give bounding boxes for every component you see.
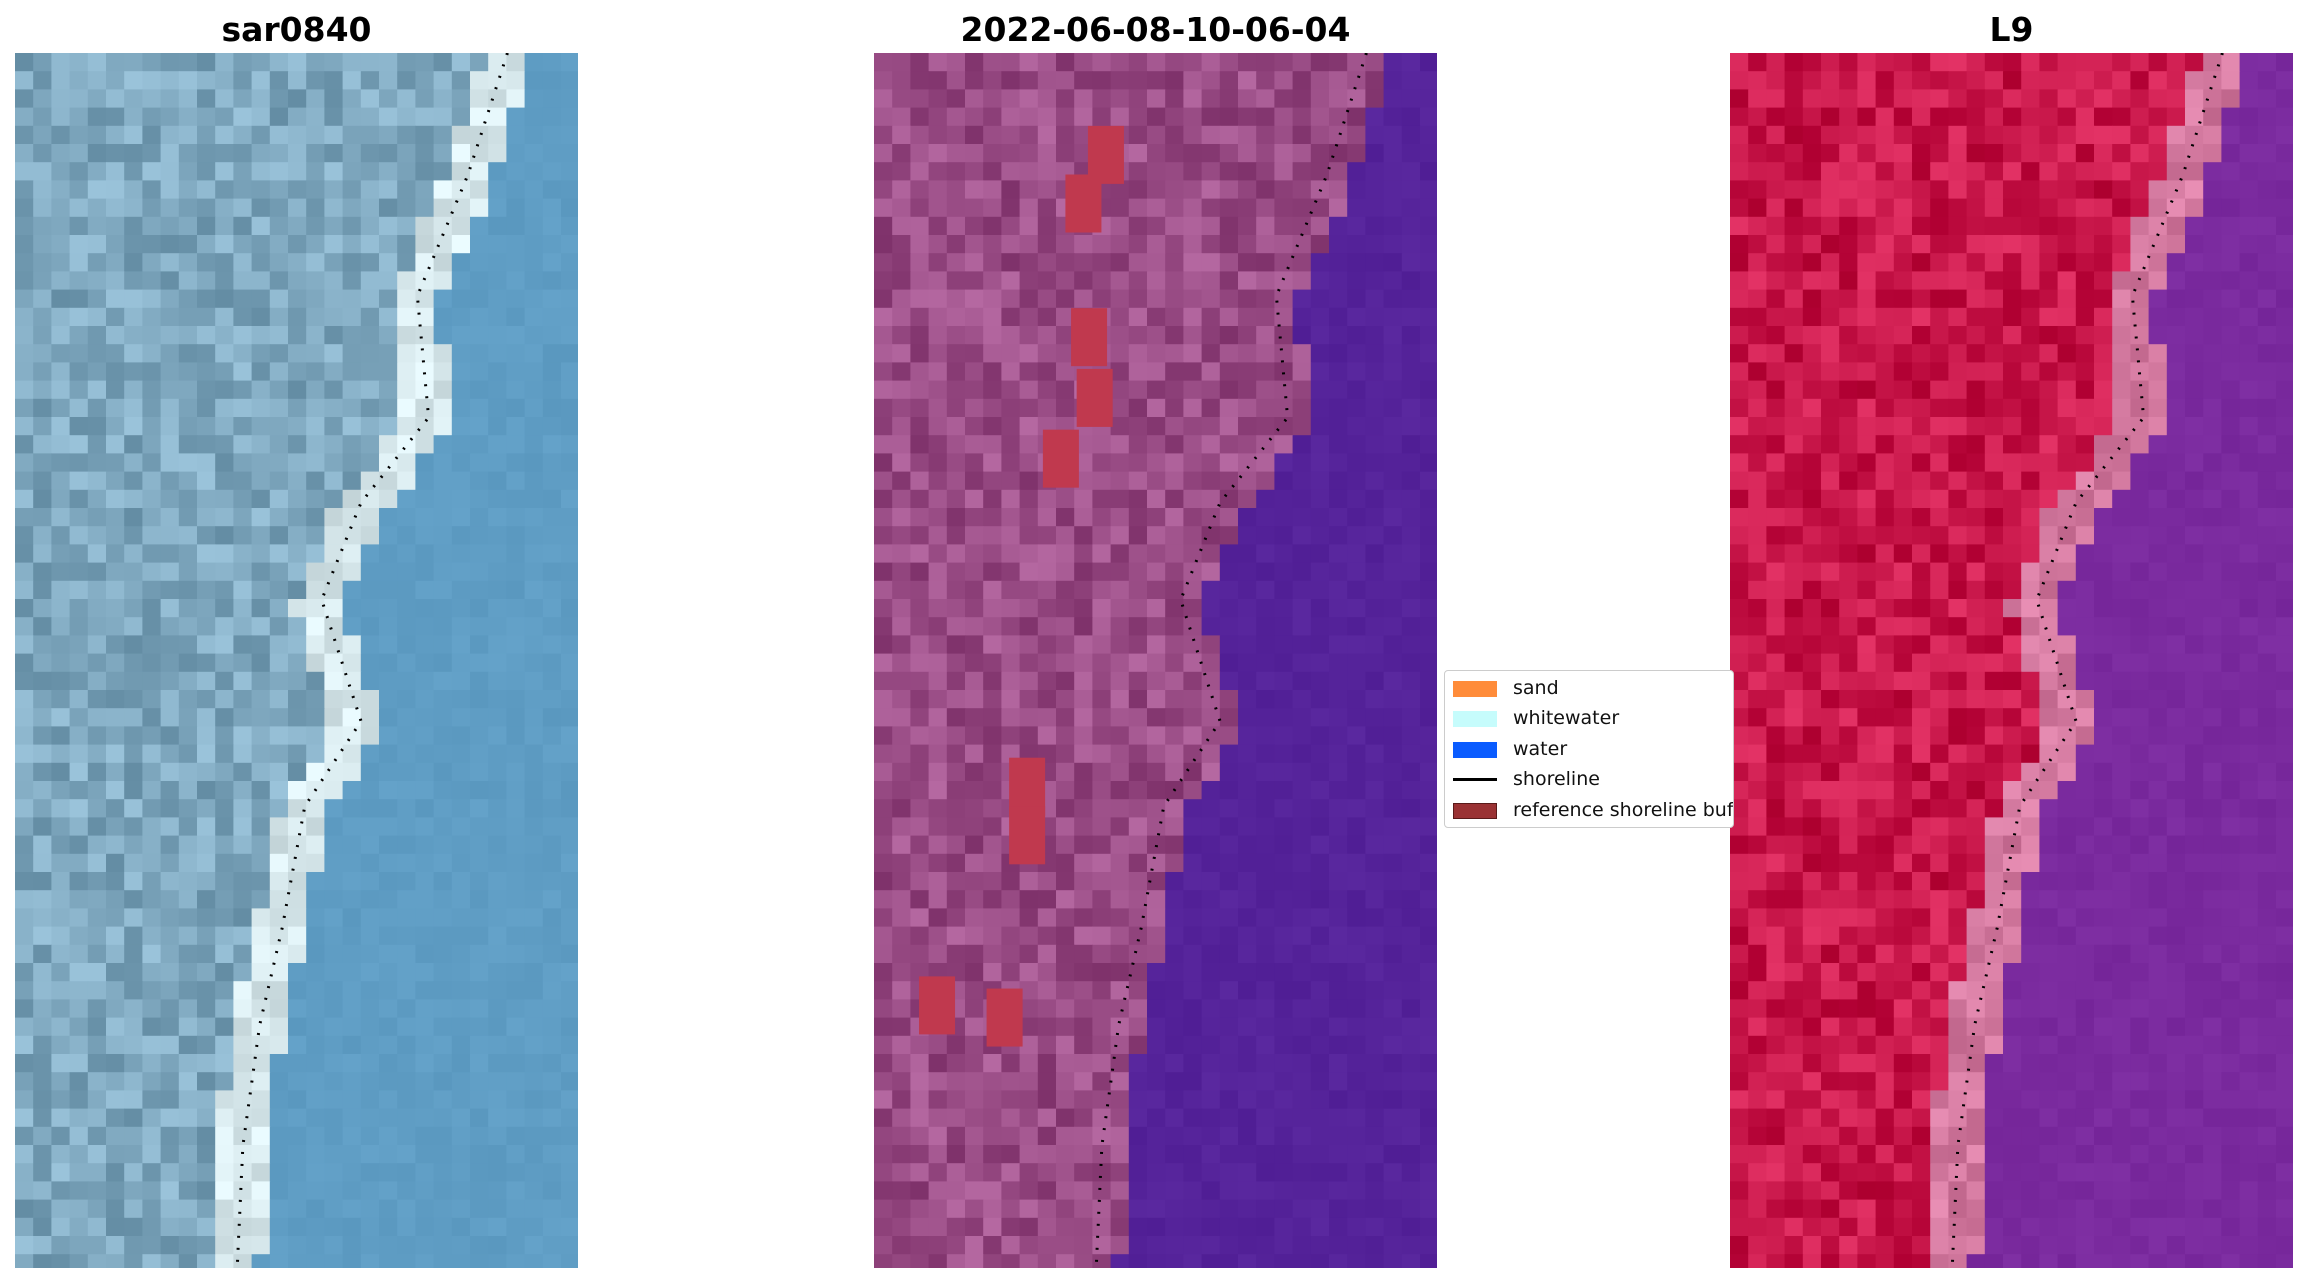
sand-patch <box>1042 429 1079 488</box>
buffer-swatch-icon <box>1453 802 1497 819</box>
legend-item-sand: sand <box>1453 675 1559 701</box>
classified-image-panel <box>874 53 1437 1268</box>
legend-item-whitewater: whitewater <box>1453 705 1619 731</box>
whitewater-swatch-icon <box>1453 710 1497 727</box>
sand-swatch-icon <box>1453 680 1497 697</box>
sand-patch <box>919 976 956 1035</box>
image-pixels <box>874 53 1437 1268</box>
legend-item-shoreline: shoreline <box>1453 766 1600 792</box>
panel-title-date: 2022-06-08-10-06-04 <box>960 10 1351 49</box>
image-pixels <box>1730 53 2293 1268</box>
legend: sand whitewater water shoreline referenc… <box>1444 670 1734 828</box>
sand-patch <box>1071 308 1108 367</box>
panel-title-sar: sar0840 <box>221 10 372 49</box>
false-color-image-panel <box>1730 53 2293 1268</box>
sand-patch <box>1009 806 1046 865</box>
sand-patch <box>986 988 1023 1047</box>
shoreline-line-icon <box>1453 778 1497 781</box>
sand-patch <box>1065 174 1102 233</box>
rgb-image-panel <box>15 53 578 1268</box>
sand-patch <box>1087 125 1124 184</box>
legend-item-reference-buffer: reference shoreline buffer <box>1453 797 1733 823</box>
image-pixels <box>15 53 578 1268</box>
false-color-satellite-image <box>1730 53 2293 1268</box>
sand-patch <box>1076 368 1113 427</box>
sand-patch <box>1009 757 1046 816</box>
classified-satellite-image <box>874 53 1437 1268</box>
panel-title-l9: L9 <box>1989 10 2034 49</box>
legend-item-water: water <box>1453 736 1567 762</box>
rgb-satellite-image <box>15 53 578 1268</box>
water-swatch-icon <box>1453 741 1497 758</box>
